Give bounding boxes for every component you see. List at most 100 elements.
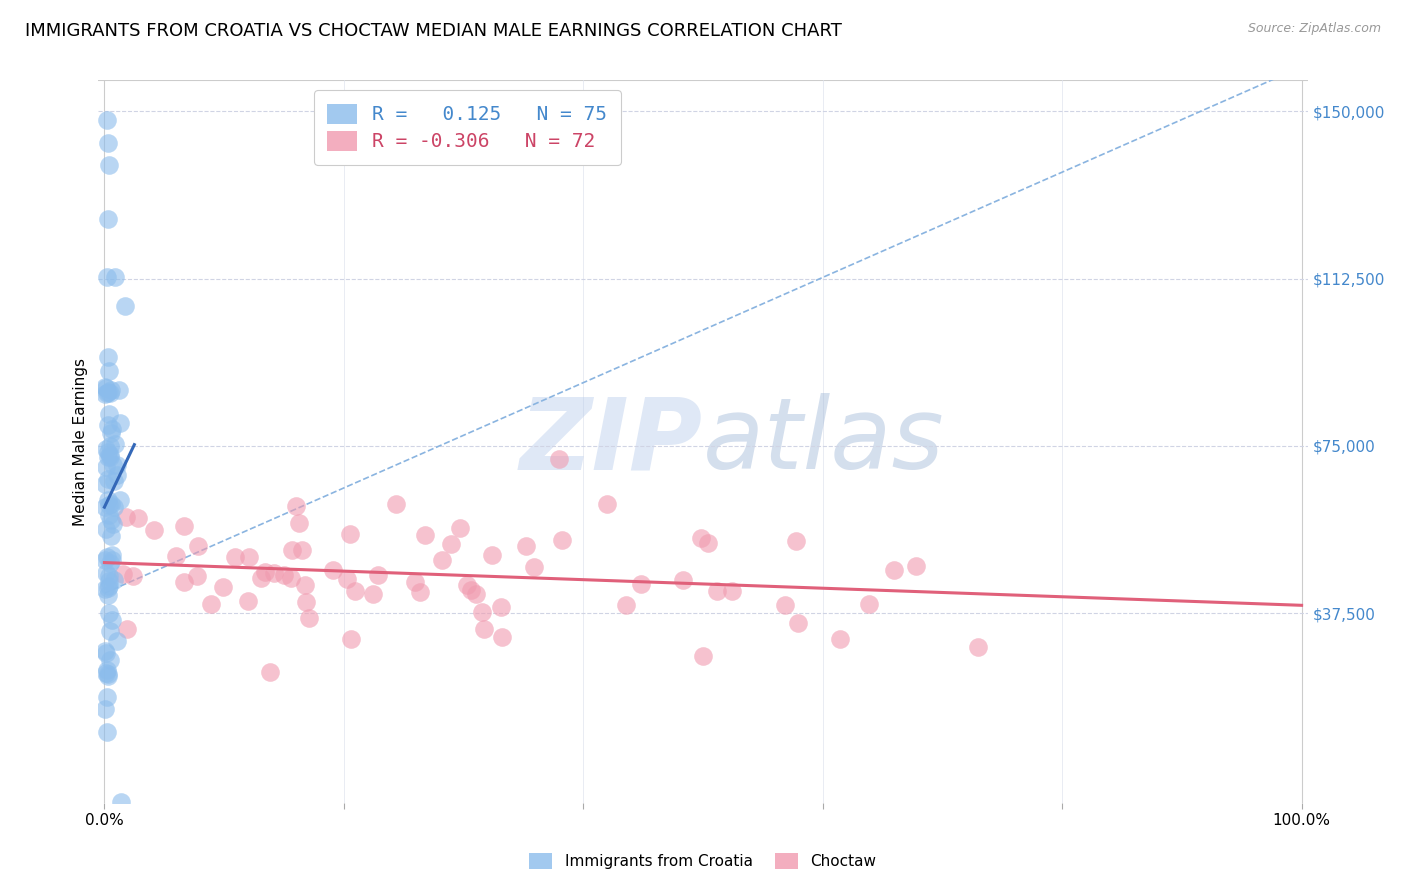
Point [96, 566, 118, 581]
Point [385, 497, 408, 511]
Point [98, 653, 121, 667]
Point [238, 549, 260, 564]
Point [142, 523, 165, 537]
Point [481, 548, 503, 562]
Point [298, 611, 321, 625]
Point [97, 669, 120, 683]
Text: Source: ZipAtlas.com: Source: ZipAtlas.com [1247, 22, 1381, 36]
Point [883, 563, 905, 577]
Point [121, 568, 143, 582]
Y-axis label: Median Male Earnings: Median Male Earnings [73, 358, 89, 525]
Point [280, 571, 302, 585]
Point [697, 536, 720, 550]
Point [614, 598, 637, 612]
Point [105, 467, 128, 482]
Point [98, 556, 121, 570]
Point [828, 632, 851, 647]
Point [97, 417, 120, 432]
Point [97, 136, 120, 150]
Point [367, 568, 389, 582]
Point [97, 364, 120, 378]
Point [551, 533, 574, 548]
Point [105, 634, 128, 648]
Point [97, 350, 120, 364]
Point [672, 573, 695, 587]
Point [787, 615, 810, 630]
Point [97, 472, 120, 486]
Point [97, 579, 120, 593]
Point [97, 574, 120, 588]
Point [100, 383, 122, 397]
Point [596, 497, 619, 511]
Point [294, 578, 316, 592]
Point [94, 553, 117, 567]
Point [110, 416, 132, 430]
Point [94, 500, 117, 514]
Point [97, 385, 120, 400]
Point [114, 299, 136, 313]
Point [96, 664, 118, 678]
Point [112, 567, 135, 582]
Point [94, 666, 117, 681]
Point [110, 795, 132, 809]
Point [472, 622, 495, 636]
Point [97, 666, 120, 681]
Point [115, 510, 138, 524]
Point [291, 543, 314, 558]
Point [97, 588, 120, 602]
Point [491, 599, 513, 614]
Point [773, 598, 796, 612]
Point [100, 513, 122, 527]
Point [491, 630, 513, 644]
Point [97, 211, 120, 226]
Point [108, 493, 131, 508]
Point [101, 422, 124, 436]
Point [101, 517, 124, 532]
Point [224, 549, 246, 564]
Point [288, 516, 311, 531]
Point [460, 582, 482, 597]
Point [101, 548, 124, 562]
Point [430, 552, 453, 566]
Point [103, 474, 125, 488]
Point [404, 574, 426, 589]
Point [200, 597, 222, 611]
Legend: Immigrants from Croatia, Choctaw: Immigrants from Croatia, Choctaw [523, 847, 883, 875]
Text: ZIP: ZIP [520, 393, 703, 490]
Text: IMMIGRANTS FROM CROATIA VS CHOCTAW MEDIAN MALE EARNINGS CORRELATION CHART: IMMIGRANTS FROM CROATIA VS CHOCTAW MEDIA… [25, 22, 842, 40]
Point [440, 537, 463, 551]
Point [515, 539, 537, 553]
Point [253, 565, 276, 579]
Point [100, 529, 122, 543]
Point [785, 534, 807, 549]
Point [98, 448, 121, 462]
Point [281, 543, 304, 558]
Point [343, 584, 366, 599]
Point [967, 640, 990, 654]
Point [96, 450, 118, 465]
Point [97, 493, 120, 508]
Point [186, 569, 208, 583]
Point [94, 477, 117, 491]
Point [173, 518, 195, 533]
Point [98, 450, 121, 464]
Point [690, 531, 713, 545]
Point [105, 458, 128, 472]
Point [340, 632, 363, 647]
Point [339, 527, 361, 541]
Text: atlas: atlas [703, 393, 945, 490]
Point [692, 648, 714, 663]
Point [100, 497, 122, 511]
Point [259, 665, 281, 679]
Point [449, 521, 471, 535]
Point [165, 549, 187, 564]
Point [187, 539, 209, 553]
Point [97, 569, 120, 583]
Point [284, 499, 307, 513]
Point [273, 567, 295, 582]
Point [101, 458, 124, 473]
Legend: R =   0.125   N = 75, R = -0.306   N = 72: R = 0.125 N = 75, R = -0.306 N = 72 [314, 90, 620, 165]
Point [465, 587, 488, 601]
Point [336, 572, 359, 586]
Point [127, 511, 149, 525]
